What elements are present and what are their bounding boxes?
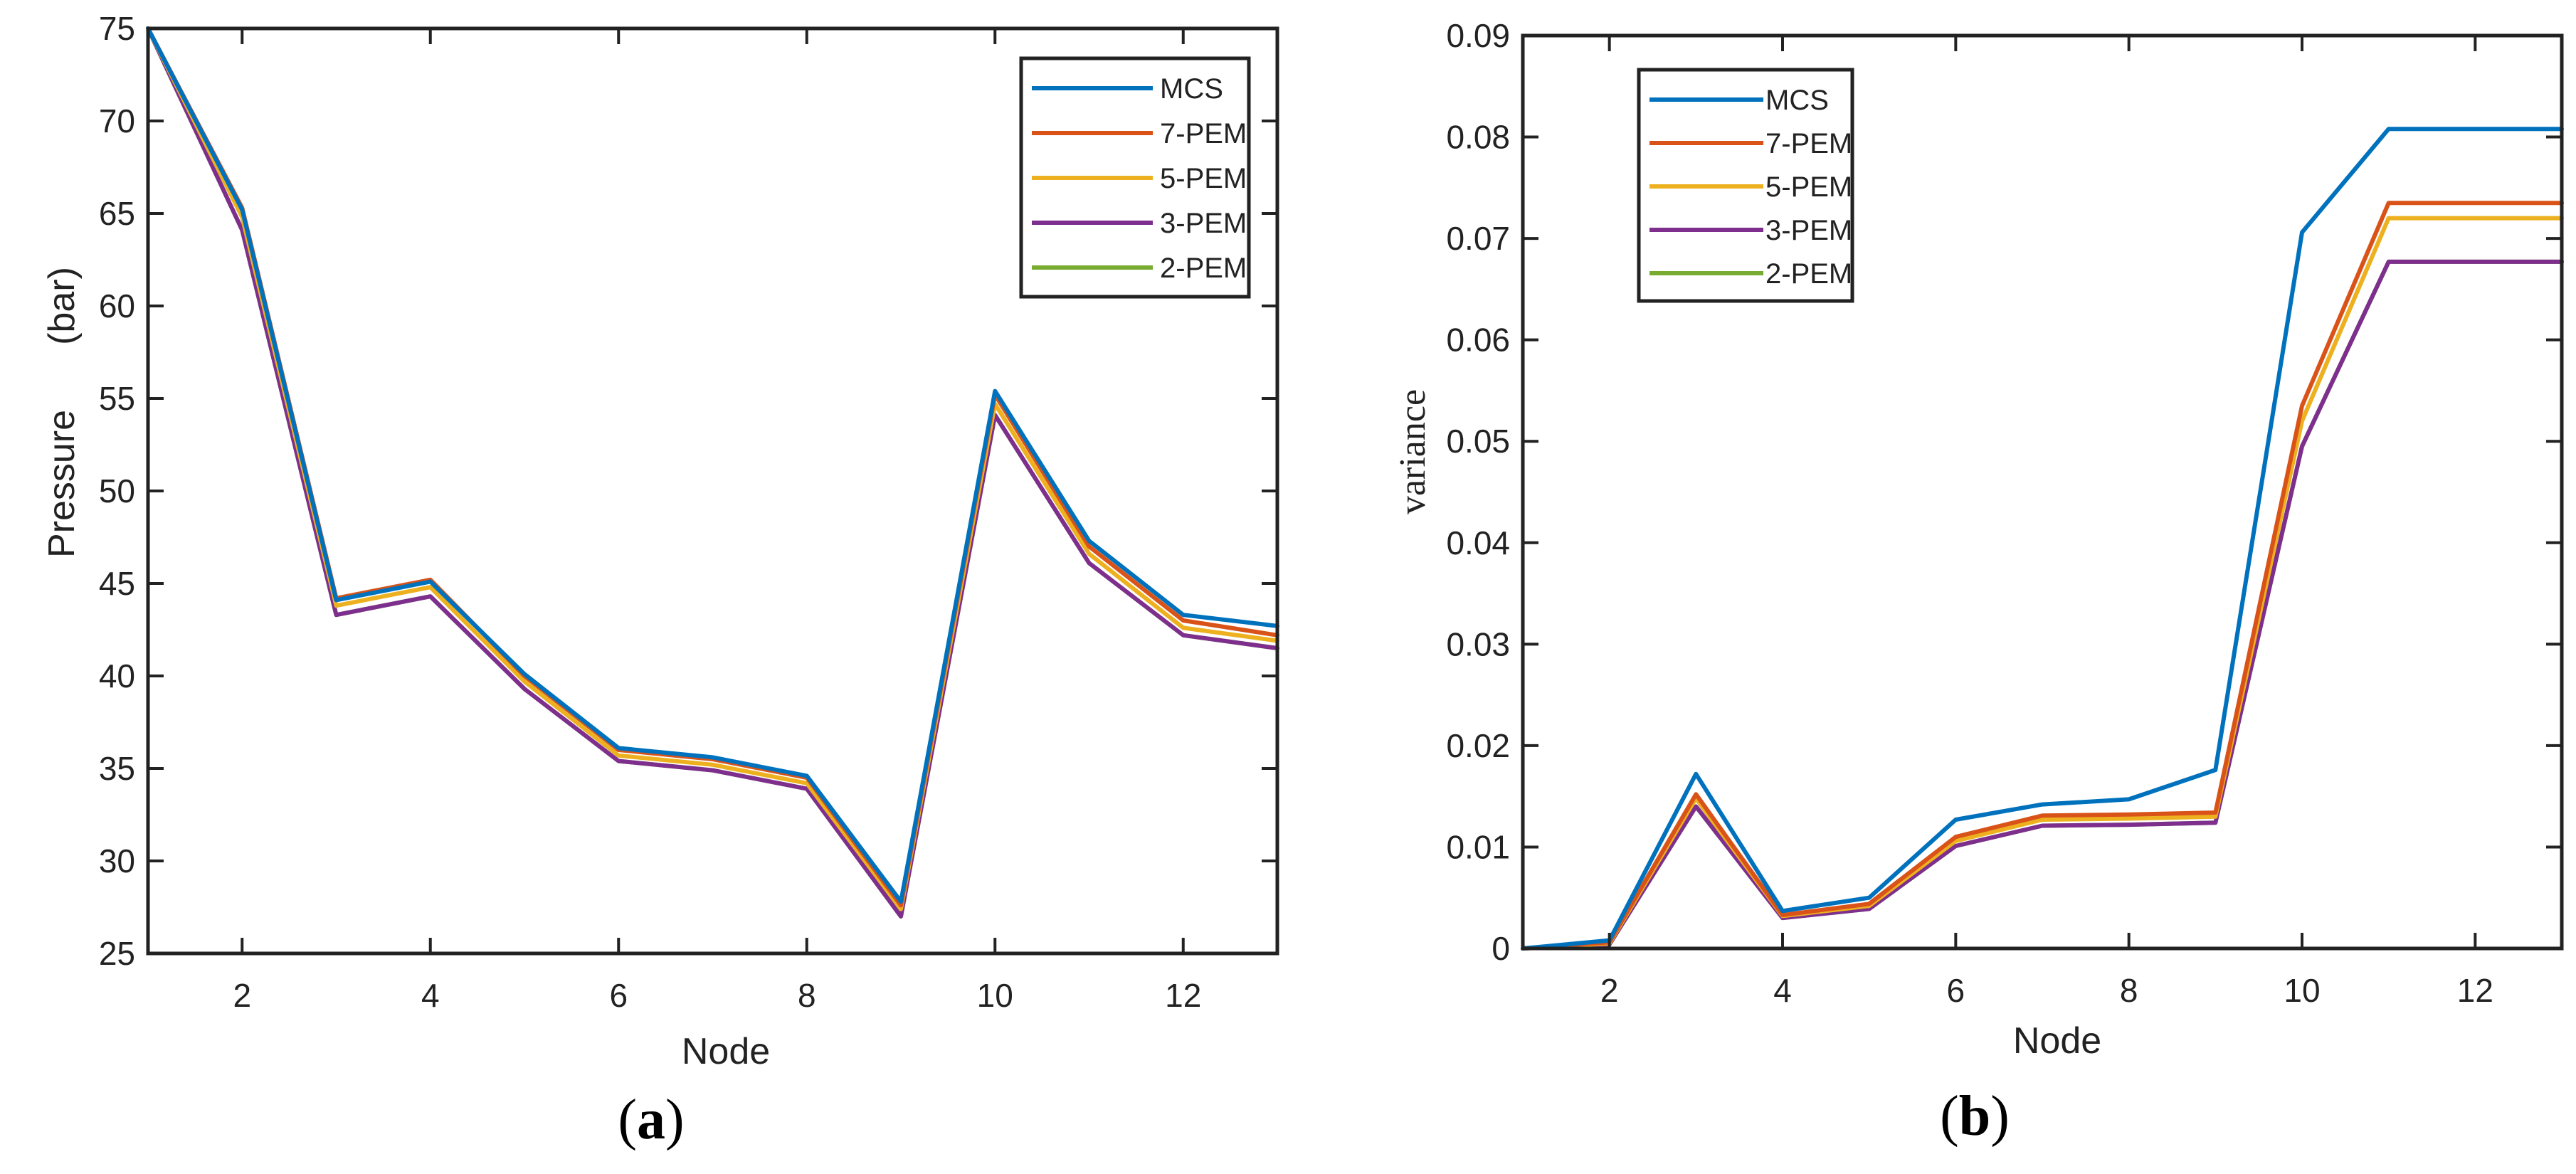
y-tick-label: 0.09 [1446, 17, 1510, 54]
x-axis-title-a: Node [682, 1031, 770, 1072]
y-tick-label: 45 [99, 565, 135, 602]
y-tick-label: 40 [99, 657, 135, 694]
panel-label-a-letter: a [637, 1089, 665, 1151]
y-tick-label: 0.07 [1446, 220, 1510, 257]
legend-label-3-pem: 3-PEM [1160, 208, 1247, 239]
legend-b: MCS 7-PEM 5-PEM 3-PEM 2-PEM [1637, 68, 1854, 303]
y-tick-label: 70 [99, 102, 135, 139]
panel-label-b-letter: b [1959, 1085, 1991, 1148]
y-tick-label: 35 [99, 750, 135, 787]
series-line-5-pem-a [146, 26, 1279, 911]
legend-label-2-pem: 2-PEM [1765, 258, 1852, 290]
ticks-layer-b: 2 4 6 8 10 12 0 0.01 0.02 0.03 0.04 0.05 0.06 0.07 0.0… [1446, 17, 2562, 1009]
y-tick-label: 25 [99, 935, 135, 972]
legend-label-5-pem: 5-PEM [1765, 171, 1852, 203]
y-tick-label: 0.05 [1446, 423, 1510, 460]
y-tick-label: 60 [99, 287, 135, 324]
series-line-mcs-a [146, 26, 1279, 904]
plot-border-b [1521, 33, 2564, 951]
legend-label-5-pem: 5-PEM [1160, 163, 1247, 194]
panel-label-b: (b) [1940, 1085, 2010, 1148]
y-axis-title-b: variance [1393, 389, 1433, 514]
y-axis-title-a-pressure: Pressure [41, 410, 83, 558]
y-tick-label: 0.06 [1446, 322, 1510, 359]
x-tick-label: 12 [2457, 972, 2493, 1009]
x-tick-label: 4 [1773, 972, 1792, 1009]
series-line-2-pem-b [1521, 259, 2564, 951]
y-axis-title-a-unit: (bar) [41, 267, 83, 345]
series-layer-b [1521, 127, 2564, 951]
series-layer-a [146, 26, 1279, 919]
series-line-mcs-b [1521, 127, 2564, 951]
legend-label-7-pem: 7-PEM [1765, 128, 1852, 159]
y-tick-label: 50 [99, 472, 135, 509]
y-tick-label: 0.04 [1446, 524, 1510, 561]
series-line-5-pem-b [1521, 216, 2564, 951]
legend-a: MCS 7-PEM 5-PEM 3-PEM 2-PEM [1019, 56, 1251, 299]
y-tick-label: 0.01 [1446, 828, 1510, 865]
x-tick-label: 8 [2120, 972, 2138, 1009]
x-tick-label: 2 [233, 977, 251, 1014]
x-tick-label: 6 [609, 977, 628, 1014]
series-line-3-pem-a [146, 26, 1279, 919]
y-tick-label: 55 [99, 380, 135, 417]
y-tick-label: 0.02 [1446, 727, 1510, 764]
x-tick-label: 2 [1600, 972, 1619, 1009]
series-line-7-pem-b [1521, 201, 2564, 951]
legend-label-mcs: MCS [1160, 73, 1223, 105]
y-tick-label: 65 [99, 195, 135, 232]
y-tick-label: 75 [99, 10, 135, 47]
y-tick-label: 0.08 [1446, 119, 1510, 156]
x-tick-label: 8 [798, 977, 816, 1014]
ticks-layer-a: 2 4 6 8 10 12 25 30 35 40 45 50 55 60 65 70 75 [99, 10, 1277, 1014]
y-tick-label: 0.03 [1446, 625, 1510, 662]
y-tick-label: 30 [99, 842, 135, 879]
series-line-3-pem-b [1521, 259, 2564, 951]
plot-frame-b [1521, 33, 2564, 951]
chart-panel-b: 2 4 6 8 10 12 0 0.01 0.02 0.03 0.04 0.05 0.06 0.07 0.0… [1393, 17, 2564, 1148]
x-tick-label: 4 [421, 977, 440, 1014]
legend-label-3-pem: 3-PEM [1765, 215, 1852, 246]
x-tick-label: 10 [2284, 972, 2320, 1009]
chart-panel-a: 2 4 6 8 10 12 25 30 35 40 45 50 55 60 65 70 75 Node Pres… [41, 10, 1279, 1151]
x-axis-title-b: Node [2013, 1020, 2101, 1062]
x-tick-label: 10 [977, 977, 1013, 1014]
panel-label-a: (a) [618, 1089, 684, 1151]
x-tick-label: 12 [1165, 977, 1201, 1014]
legend-label-2-pem: 2-PEM [1160, 253, 1247, 284]
legend-label-7-pem: 7-PEM [1160, 118, 1247, 149]
legend-label-mcs: MCS [1765, 85, 1829, 116]
x-tick-label: 6 [1947, 972, 1965, 1009]
y-tick-label: 0 [1492, 930, 1510, 967]
